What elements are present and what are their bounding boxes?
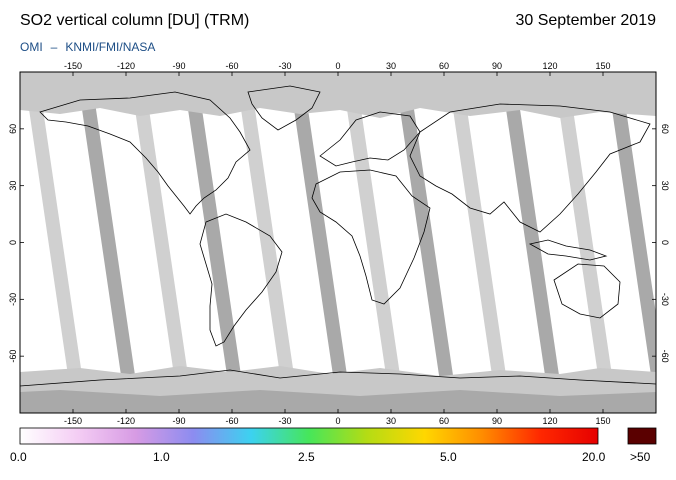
colorbar-label-3: 5.0 [440, 450, 457, 464]
lon-tick-label-top: 120 [542, 61, 557, 71]
colorbar [19, 427, 599, 445]
data-credit: OMI – KNMI/FMI/NASA [20, 40, 155, 54]
lon-tick-label-bottom: -90 [172, 416, 185, 426]
north-america-outline [39, 91, 251, 215]
swath-gap-band [235, 72, 300, 413]
lon-tick-label-bottom: 150 [595, 416, 610, 426]
lon-tick-label-top: 90 [492, 61, 502, 71]
colorbar-label-5: >50 [630, 450, 651, 464]
lon-tick-label-bottom: -120 [117, 416, 135, 426]
lon-tick-label-bottom: 90 [492, 416, 502, 426]
australia-outline [553, 263, 621, 319]
credit-instrument: OMI [20, 40, 43, 54]
coastlines [20, 85, 656, 387]
map-date: 30 September 2019 [515, 12, 656, 29]
greenland-outline [247, 85, 321, 131]
asia-outline [409, 103, 651, 233]
lon-tick-label-bottom: -60 [225, 416, 238, 426]
credit-orgs: KNMI/FMI/NASA [65, 40, 156, 54]
colorbar-label-1: 1.0 [153, 450, 170, 464]
lat-tick-label-right: 30 [660, 181, 670, 191]
lat-tick-label-right: -60 [660, 350, 670, 363]
lon-tick-label-top: 150 [595, 61, 610, 71]
lon-tick-label-bottom: -150 [64, 416, 82, 426]
credit-dash: – [50, 40, 58, 54]
swath-gap-band [182, 72, 247, 413]
colorbar-label-4: 20.0 [582, 450, 606, 464]
antarctic-swath-gap [20, 390, 656, 413]
lon-tick-label-top: -120 [117, 61, 135, 71]
lat-tick-label-left: -60 [8, 350, 18, 363]
lon-tick-label-top: 60 [439, 61, 449, 71]
lon-tick-label-top: -30 [278, 61, 291, 71]
colorbar-label-0: 0.0 [10, 450, 27, 464]
lat-tick-label-right: -30 [660, 293, 670, 306]
lat-tick-label-right: 60 [660, 124, 670, 134]
lon-tick-label-bottom: 120 [542, 416, 557, 426]
swath-gap-band [341, 72, 406, 413]
europe-outline [319, 111, 421, 167]
lat-tick-label-right: 0 [660, 240, 670, 245]
antarctica-outline [20, 369, 656, 387]
swath-gap-band [76, 72, 141, 413]
colorbar-label-2: 2.5 [298, 450, 315, 464]
lon-tick-label-top: 30 [386, 61, 396, 71]
lat-tick-label-left: 0 [8, 240, 18, 245]
swath-gap-band [447, 72, 512, 413]
indonesia-outline [528, 239, 608, 261]
lat-tick-label-left: 30 [8, 181, 18, 191]
swath-gap-band [553, 72, 618, 413]
arctic-no-data [20, 72, 656, 118]
swath-gap-band [606, 72, 656, 410]
lat-tick-label-left: -30 [8, 293, 18, 306]
lon-tick-label-top: 0 [335, 61, 340, 71]
lon-tick-label-top: -60 [225, 61, 238, 71]
south-america-outline [199, 213, 283, 347]
africa-outline [311, 169, 431, 305]
map-title: SO2 vertical column [DU] (TRM) [20, 12, 250, 29]
map-ticks: -150 -150 -120 -120 -90 -90 -60 -60 -30 -30 0 0 30 30… [8, 61, 670, 426]
lon-tick-label-top: -150 [64, 61, 82, 71]
lat-tick-label-left: 60 [8, 124, 18, 134]
lon-tick-label-bottom: 60 [439, 416, 449, 426]
colorbar-overflow-swatch [627, 427, 657, 445]
swath-gap-band [500, 72, 565, 413]
swath-gap-band [23, 72, 88, 413]
lon-tick-label-bottom: 0 [335, 416, 340, 426]
lon-tick-label-bottom: 30 [386, 416, 396, 426]
lon-tick-label-top: -90 [172, 61, 185, 71]
swath-gap-band [288, 72, 353, 413]
lon-tick-label-bottom: -30 [278, 416, 291, 426]
map-area [20, 72, 656, 413]
